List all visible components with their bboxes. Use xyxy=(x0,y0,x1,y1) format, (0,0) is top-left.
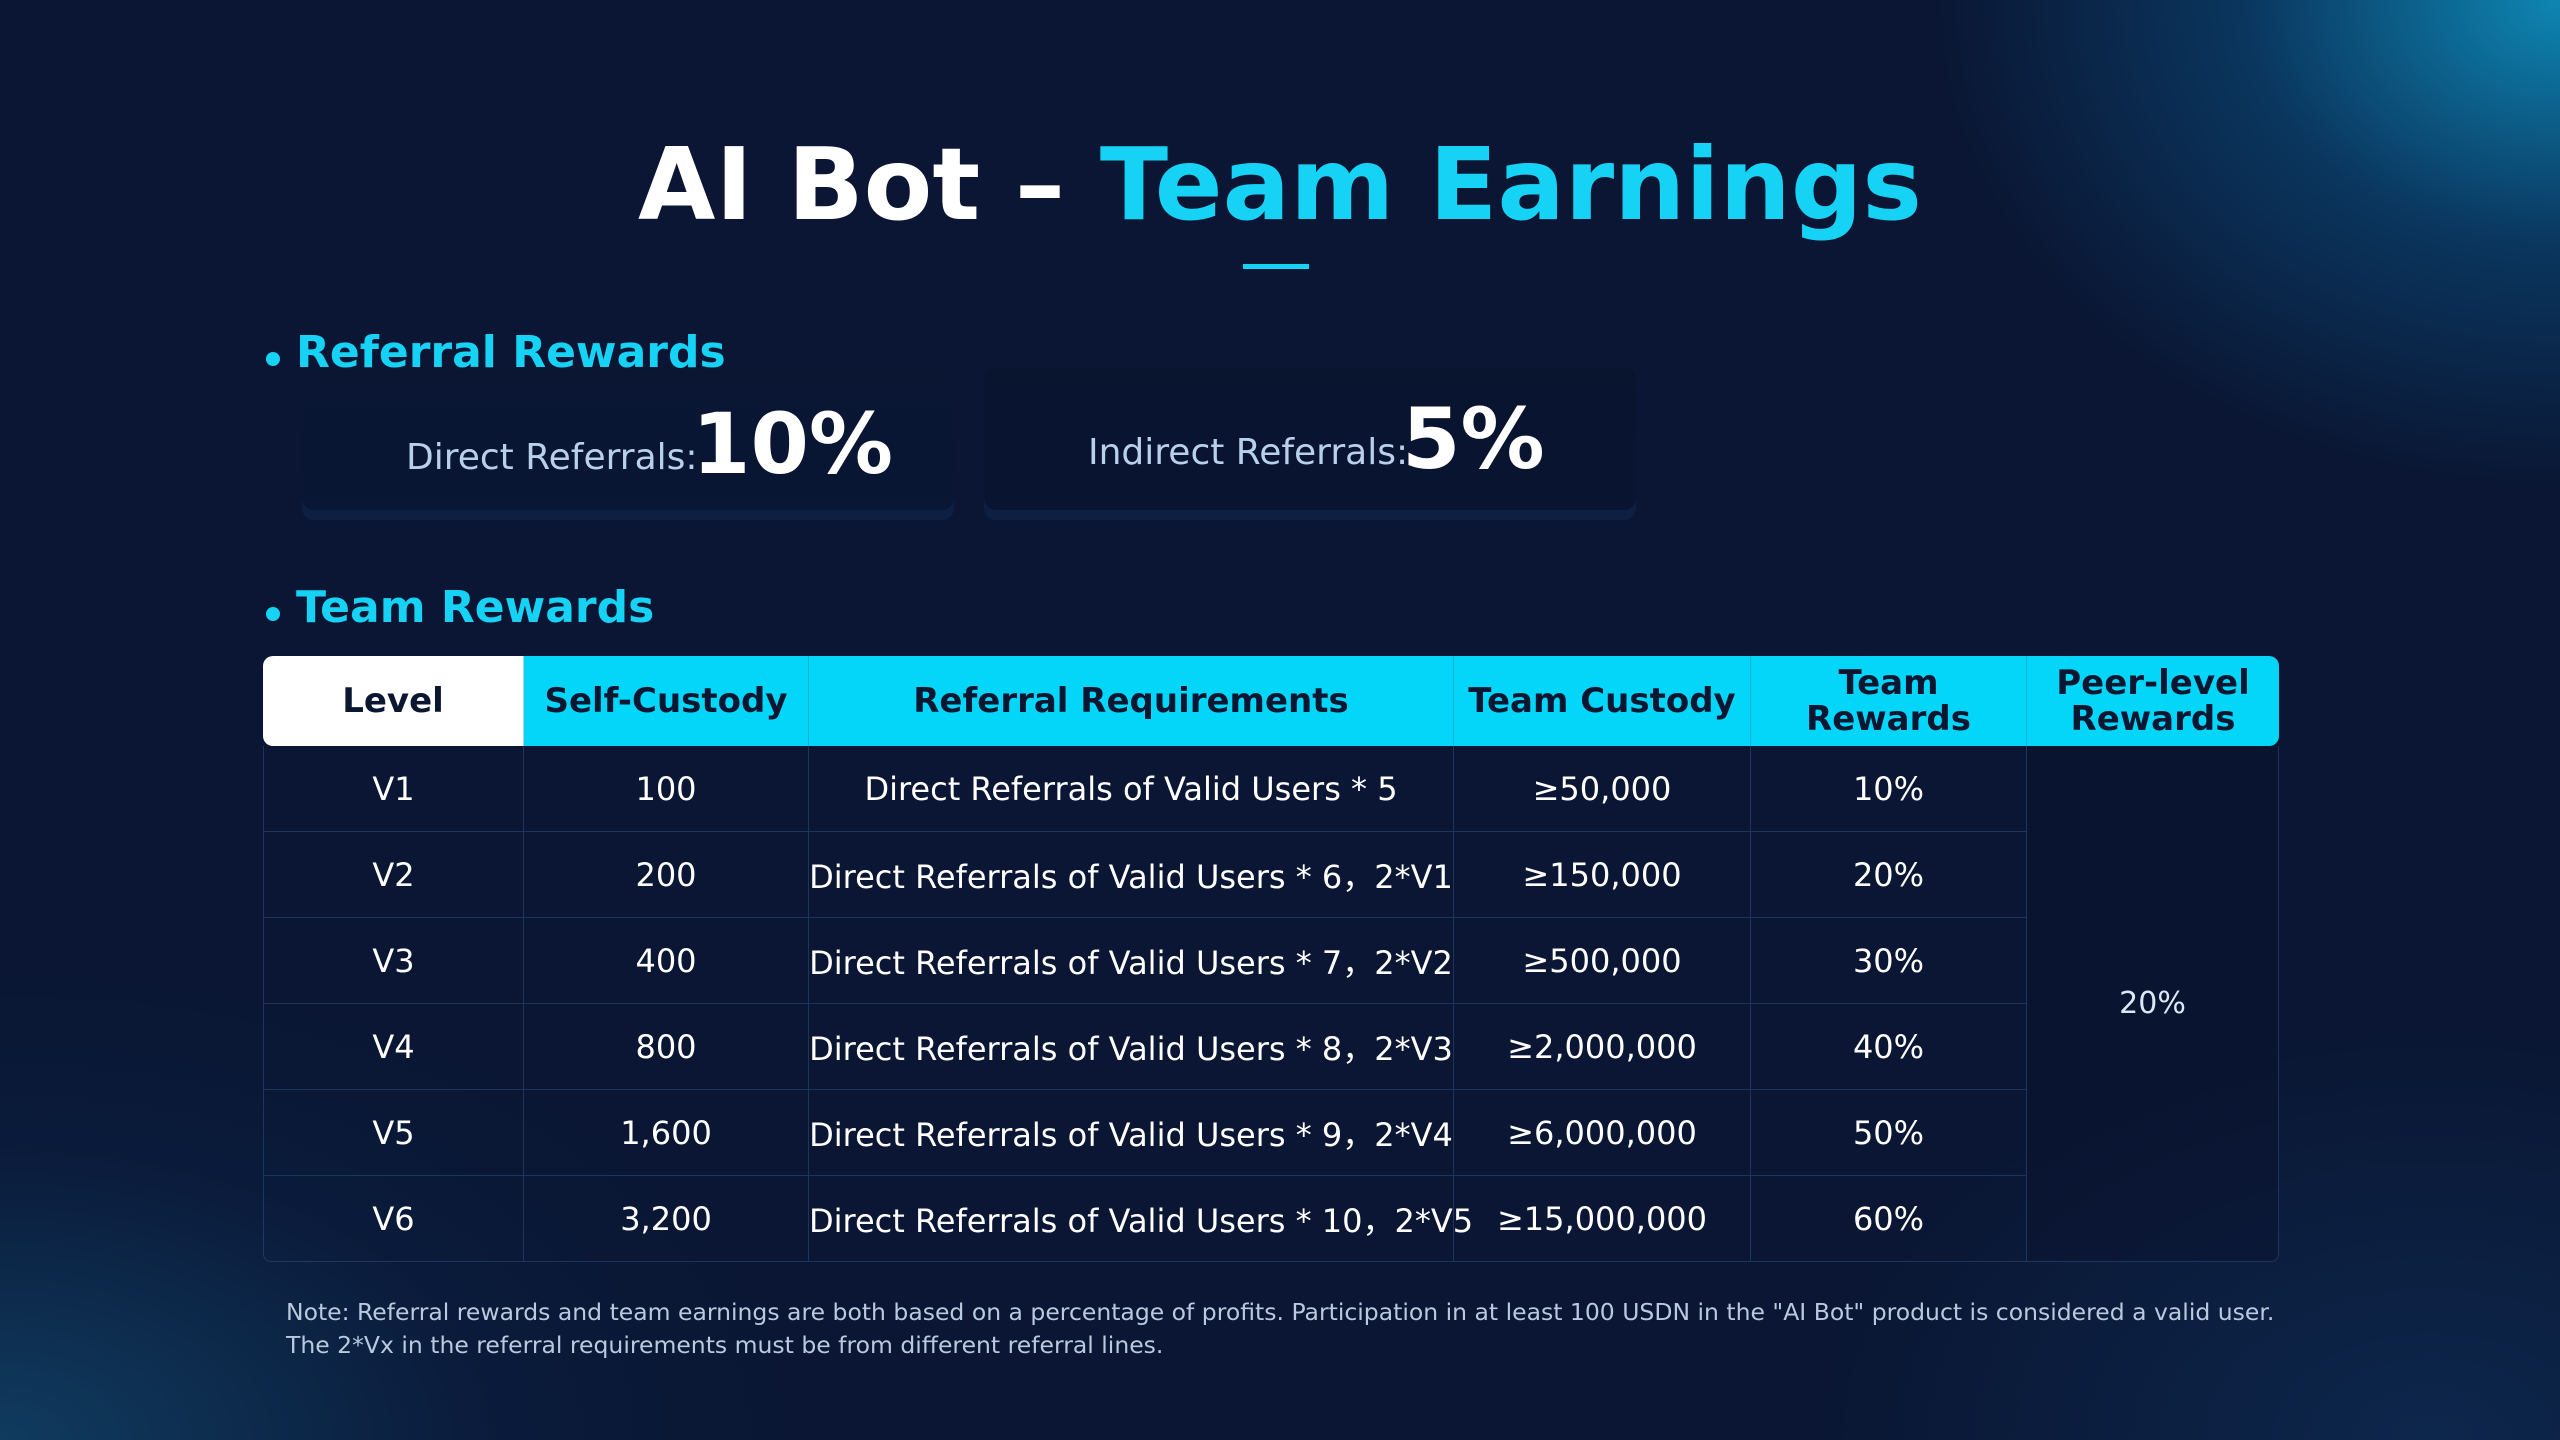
cell-level: V6 xyxy=(263,1176,524,1262)
column-header-level: Level xyxy=(263,656,524,746)
cell-referral-requirements: Direct Referrals of Valid Users * 8，2*V3 xyxy=(809,1004,1454,1090)
cell-team-custody: ≥15,000,000 xyxy=(1454,1176,1751,1262)
cell-referral-requirements: Direct Referrals of Valid Users * 5 xyxy=(809,746,1454,832)
cell-team-rewards: 10% xyxy=(1751,746,2027,832)
indirect-referrals-card xyxy=(984,368,1636,510)
table-row: V4 800 Direct Referrals of Valid Users *… xyxy=(263,1004,2279,1090)
table-row: V5 1,600 Direct Referrals of Valid Users… xyxy=(263,1090,2279,1176)
cell-level: V4 xyxy=(263,1004,524,1090)
cell-team-rewards: 40% xyxy=(1751,1004,2027,1090)
cell-self-custody: 800 xyxy=(524,1004,809,1090)
cell-level: V3 xyxy=(263,918,524,1004)
cell-team-custody: ≥50,000 xyxy=(1454,746,1751,832)
column-header-self-custody: Self-Custody xyxy=(524,656,809,746)
table-header-row: Level Self-Custody Referral Requirements… xyxy=(263,656,2279,746)
table-row: V2 200 Direct Referrals of Valid Users *… xyxy=(263,832,2279,918)
column-header-referral-requirements: Referral Requirements xyxy=(809,656,1454,746)
page-title-part2: Team Earnings xyxy=(1099,126,1922,243)
cell-team-custody: ≥2,000,000 xyxy=(1454,1004,1751,1090)
cell-referral-requirements: Direct Referrals of Valid Users * 6，2*V1 xyxy=(809,832,1454,918)
direct-referrals-value: 10% xyxy=(692,395,894,493)
cell-referral-requirements: Direct Referrals of Valid Users * 9，2*V4 xyxy=(809,1090,1454,1176)
table-row: V1 100 Direct Referrals of Valid Users *… xyxy=(263,746,2279,1262)
cell-self-custody: 400 xyxy=(524,918,809,1004)
table-row: V3 400 Direct Referrals of Valid Users *… xyxy=(263,918,2279,1004)
cell-team-custody: ≥6,000,000 xyxy=(1454,1090,1751,1176)
page-title-part1: AI Bot – xyxy=(638,126,1100,243)
cell-level: V2 xyxy=(263,832,524,918)
cell-team-rewards: 30% xyxy=(1751,918,2027,1004)
cell-level: V1 xyxy=(263,746,524,832)
cell-team-rewards: 50% xyxy=(1751,1090,2027,1176)
title-underline xyxy=(1243,264,1309,269)
indirect-referrals-label: Indirect Referrals: xyxy=(1088,432,1409,473)
direct-referrals-label: Direct Referrals: xyxy=(406,437,698,478)
table-row: V6 3,200 Direct Referrals of Valid Users… xyxy=(263,1176,2279,1262)
bullet-icon xyxy=(266,607,280,621)
cell-team-custody: ≥500,000 xyxy=(1454,918,1751,1004)
cell-referral-requirements: Direct Referrals of Valid Users * 7，2*V2 xyxy=(809,918,1454,1004)
cell-team-rewards: 20% xyxy=(1751,832,2027,918)
indirect-referrals-value: 5% xyxy=(1402,390,1545,488)
team-rewards-table: Level Self-Custody Referral Requirements… xyxy=(263,656,2279,1262)
cell-team-custody: ≥150,000 xyxy=(1454,832,1751,918)
team-rewards-heading-text: Team Rewards xyxy=(296,582,655,633)
cell-self-custody: 1,600 xyxy=(524,1090,809,1176)
page-title: AI Bot – Team Earnings xyxy=(0,130,2560,240)
cell-referral-requirements: Direct Referrals of Valid Users * 10，2*V… xyxy=(809,1176,1473,1262)
team-rewards-heading: Team Rewards xyxy=(266,580,654,636)
bullet-icon xyxy=(266,352,280,366)
column-header-team-custody: Team Custody xyxy=(1454,656,1751,746)
cell-self-custody: 3,200 xyxy=(524,1176,809,1262)
cell-self-custody: 100 xyxy=(524,746,809,832)
cell-self-custody: 200 xyxy=(524,832,809,918)
column-header-team-rewards: Team Rewards xyxy=(1751,656,2027,746)
cell-level: V5 xyxy=(263,1090,524,1176)
footnote: Note: Referral rewards and team earnings… xyxy=(286,1298,2275,1359)
cell-peer-level-rewards: 20% xyxy=(2027,746,2279,1262)
direct-referrals-card xyxy=(302,368,954,510)
cell-team-rewards: 60% xyxy=(1751,1176,2027,1262)
column-header-peer-level-rewards: Peer-level Rewards xyxy=(2027,656,2279,746)
